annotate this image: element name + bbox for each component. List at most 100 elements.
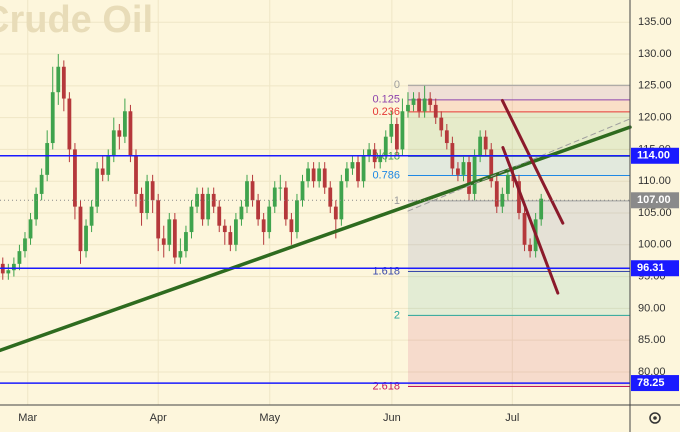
candle-body [356, 162, 360, 182]
candle-body [422, 98, 427, 112]
candle-body [406, 104, 410, 112]
candle-body [378, 155, 383, 163]
candle-body [45, 143, 50, 175]
candle-body [383, 136, 388, 156]
candle-body [461, 162, 466, 175]
candle-body [333, 206, 338, 220]
candle-body [206, 193, 211, 220]
price-label: 78.25 [637, 377, 665, 389]
price-label: 107.00 [637, 194, 671, 206]
candle-body [328, 187, 333, 207]
y-tick-label: 80.00 [638, 366, 666, 378]
candle-body [361, 155, 366, 182]
candle-body [200, 193, 205, 220]
trendline [0, 125, 632, 353]
y-tick-label: 85.00 [638, 334, 666, 346]
y-tick-label: 130.00 [638, 48, 672, 60]
candle-body [167, 219, 172, 245]
candle-body [467, 162, 471, 194]
candle-body [245, 181, 249, 207]
y-tick-label: 125.00 [638, 80, 672, 92]
candle-body [411, 98, 416, 105]
gear-center[interactable] [653, 416, 657, 420]
candle-body [317, 168, 322, 182]
candle-body [272, 187, 277, 207]
y-tick-label: 135.00 [638, 16, 672, 28]
fib-label: 1.618 [372, 265, 400, 277]
candle-body [394, 123, 399, 150]
candle-body [195, 193, 199, 207]
candle-body [483, 136, 488, 150]
candle-body [478, 136, 483, 156]
gear[interactable] [649, 412, 661, 424]
watermark-title: Crude Oil [0, 0, 153, 41]
candle-body [67, 98, 72, 150]
fib-label: 2 [394, 309, 400, 321]
candle-body [261, 219, 266, 233]
candle-body [145, 181, 149, 213]
candle-body [505, 174, 510, 194]
trendline [407, 118, 631, 212]
candle-body [400, 111, 405, 150]
candle-body [11, 263, 16, 271]
y-tick-label: 110.00 [638, 175, 671, 187]
candle-body [28, 219, 33, 239]
candle-body [128, 111, 133, 156]
price-label-box [631, 192, 679, 209]
candle-body [500, 193, 505, 207]
candle-body [456, 168, 460, 175]
x-tick-label: Jul [505, 412, 519, 424]
fib-band [407, 315, 630, 387]
candle-body [150, 181, 155, 201]
candle-body [350, 162, 355, 169]
candle-body [517, 181, 521, 213]
candle-body [322, 168, 327, 188]
candle-body [228, 232, 233, 245]
y-tick-label: 100.00 [638, 239, 672, 251]
candle-body [472, 155, 477, 194]
candle-body [300, 181, 305, 201]
fib-band [407, 99, 630, 112]
fib-label: 0.125 [372, 94, 400, 106]
candle-body [61, 66, 66, 99]
candle-body [528, 244, 532, 252]
candle-body [234, 219, 238, 245]
candle-body [172, 219, 177, 258]
candle-body [217, 206, 222, 226]
candle-body [161, 238, 166, 245]
y-tick-label: 120.00 [638, 112, 672, 124]
candle-body [39, 174, 44, 194]
candle-body [17, 251, 22, 264]
candle-body [106, 155, 111, 175]
price-label-box [631, 147, 679, 164]
candle-body [417, 98, 421, 112]
candle-body [134, 155, 138, 194]
fib-band [407, 271, 630, 316]
candle-body [189, 206, 194, 233]
candle-body [23, 238, 27, 252]
settings-icon[interactable] [649, 412, 661, 424]
candle-body [278, 187, 283, 189]
candle-body [73, 149, 77, 207]
candle-body [211, 193, 216, 207]
candle-body [494, 181, 499, 207]
candle-body [139, 193, 144, 213]
candle-body [250, 181, 255, 201]
candle-body [122, 111, 127, 137]
candle-body [539, 198, 544, 220]
candle-body [267, 206, 272, 233]
candle-body [95, 168, 100, 207]
candle-body [34, 193, 38, 220]
candle-body [428, 98, 433, 105]
candle-body [6, 270, 11, 274]
price-label-box [631, 260, 679, 277]
candle-body [289, 219, 294, 233]
candle-body [78, 206, 83, 252]
candle-body [444, 130, 449, 144]
fib-label: 0.786 [372, 169, 400, 181]
candle-body [84, 225, 88, 252]
fib-label: 1 [394, 195, 400, 207]
candle-body [522, 212, 527, 245]
